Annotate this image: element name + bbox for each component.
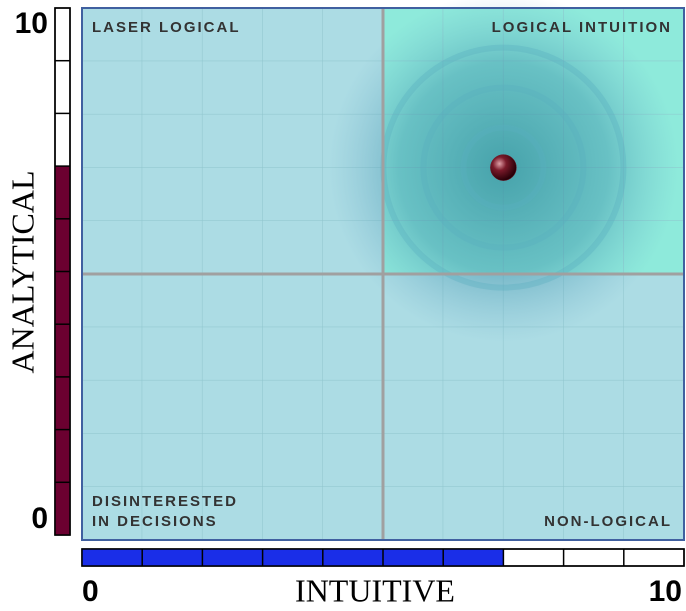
- x-axis-label: INTUITIVE: [295, 572, 455, 608]
- x-gauge-border: [81, 548, 685, 567]
- quadrant-label: NON-LOGICAL: [544, 513, 672, 530]
- x-tick-label: 0: [82, 575, 99, 608]
- quadrant-label: LASER LOGICAL: [92, 19, 241, 36]
- y-tick-label: 10: [15, 7, 48, 40]
- y-tick-label: 0: [31, 502, 48, 535]
- y-axis-label: ANALYTICAL: [4, 171, 40, 374]
- plot-border: [81, 7, 685, 541]
- x-tick-label: 10: [649, 575, 682, 608]
- quadrant-label: DISINTERESTED: [92, 493, 238, 510]
- halo-ring: [420, 84, 587, 251]
- point: [490, 154, 517, 181]
- y-gauge-border: [54, 7, 71, 536]
- quadrant-label: IN DECISIONS: [92, 513, 218, 530]
- x-gauge-fill: [82, 549, 504, 566]
- halo-ring: [460, 124, 547, 211]
- y-gauge-fill: [55, 166, 70, 535]
- quadrant-label: LOGICAL INTUITION: [492, 19, 672, 36]
